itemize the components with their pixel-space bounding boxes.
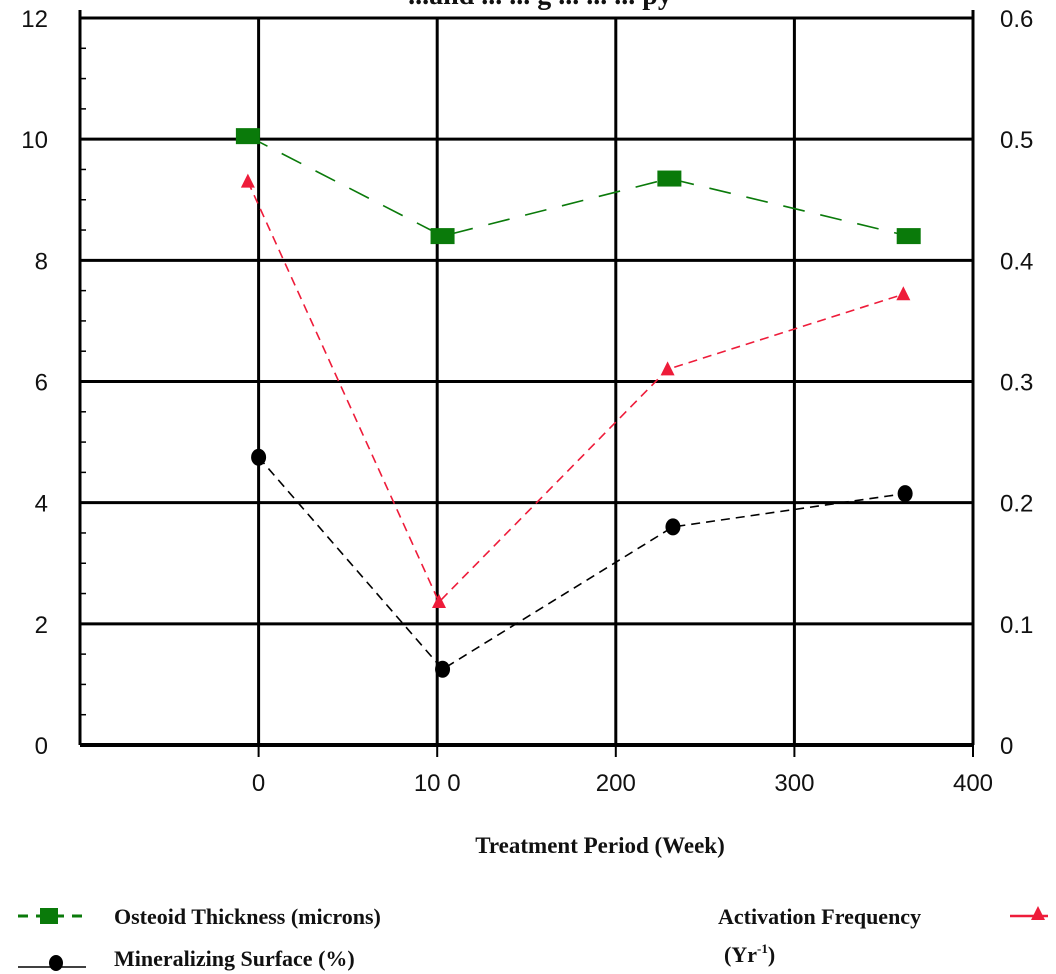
x-tick-label: 200 — [596, 770, 636, 797]
legend-activation-unit: (Yr-1) — [724, 941, 775, 967]
activation-point — [660, 361, 675, 376]
osteoid-point — [430, 228, 455, 245]
x-ticks: 0 10 0 200 300 400 — [252, 770, 993, 797]
osteoid-point — [896, 228, 921, 245]
osteoid-point — [235, 128, 260, 145]
mineralizing-point — [897, 485, 913, 503]
right-y-tick-label: 0.5 — [1000, 127, 1033, 154]
left-y-tick-label: 4 — [35, 491, 48, 518]
legend: Osteoid Thickness (microns) Mineralizing… — [18, 904, 1048, 971]
left-y-tick-label: 0 — [35, 733, 48, 760]
legend-osteoid-marker — [40, 908, 58, 924]
right-y-tick-label: 0.6 — [1000, 6, 1033, 33]
left-y-tick-label: 8 — [35, 248, 48, 275]
right-y-tick-label: 0.4 — [1000, 248, 1033, 275]
right-y-tick-label: 0.1 — [1000, 612, 1033, 639]
x-axis-title: Treatment Period (Week) — [475, 833, 725, 858]
legend-activation-unit-close: ) — [768, 942, 775, 967]
chart-title: ...and ... ... g ... ... ... py — [408, 0, 672, 11]
activation-point — [896, 286, 911, 301]
legend-item-activation: Activation Frequency (Yr-1) — [718, 904, 1048, 967]
right-y-tick-label: 0.3 — [1000, 370, 1033, 397]
series-line-1 — [257, 456, 906, 671]
series-line-2 — [247, 181, 904, 604]
x-tick-label: 10 0 — [414, 770, 461, 797]
left-y-tick-label: 12 — [21, 6, 48, 33]
osteoid-point — [657, 170, 682, 187]
x-tick-label: 0 — [252, 770, 265, 797]
legend-activation-unit-exponent: -1 — [757, 941, 768, 956]
series-group — [235, 128, 921, 678]
left-y-tick-label: 10 — [21, 127, 48, 154]
legend-activation-label: Activation Frequency — [718, 904, 921, 929]
mineralizing-point — [435, 660, 451, 678]
x-tick-label: 400 — [953, 770, 993, 797]
x-tick-label: 300 — [774, 770, 814, 797]
activation-point — [240, 173, 255, 188]
right-y-tick-label: 0 — [1000, 733, 1013, 760]
left-y-tick-label: 2 — [35, 612, 48, 639]
legend-mineralizing-label: Mineralizing Surface (%) — [114, 946, 355, 971]
activation-point — [431, 594, 446, 609]
legend-osteoid-label: Osteoid Thickness (microns) — [114, 904, 381, 929]
right-y-tick-label: 0.2 — [1000, 491, 1033, 518]
left-y-ticks: 0 2 4 6 8 10 12 — [21, 6, 48, 760]
legend-activation-unit-base: (Yr — [724, 942, 757, 967]
grid-lines — [80, 16, 973, 745]
legend-item-osteoid: Osteoid Thickness (microns) — [18, 904, 381, 929]
series-line-0 — [247, 135, 909, 237]
legend-mineralizing-marker — [49, 955, 63, 971]
legend-activation-marker — [1031, 906, 1045, 920]
left-y-tick-label: 6 — [35, 370, 48, 397]
mineralizing-point — [251, 448, 267, 466]
legend-item-mineralizing: Mineralizing Surface (%) — [18, 946, 355, 971]
mineralizing-point — [665, 518, 681, 536]
axes — [78, 10, 975, 757]
right-y-ticks: 0 0.1 0.2 0.3 0.4 0.5 0.6 — [1000, 6, 1033, 760]
